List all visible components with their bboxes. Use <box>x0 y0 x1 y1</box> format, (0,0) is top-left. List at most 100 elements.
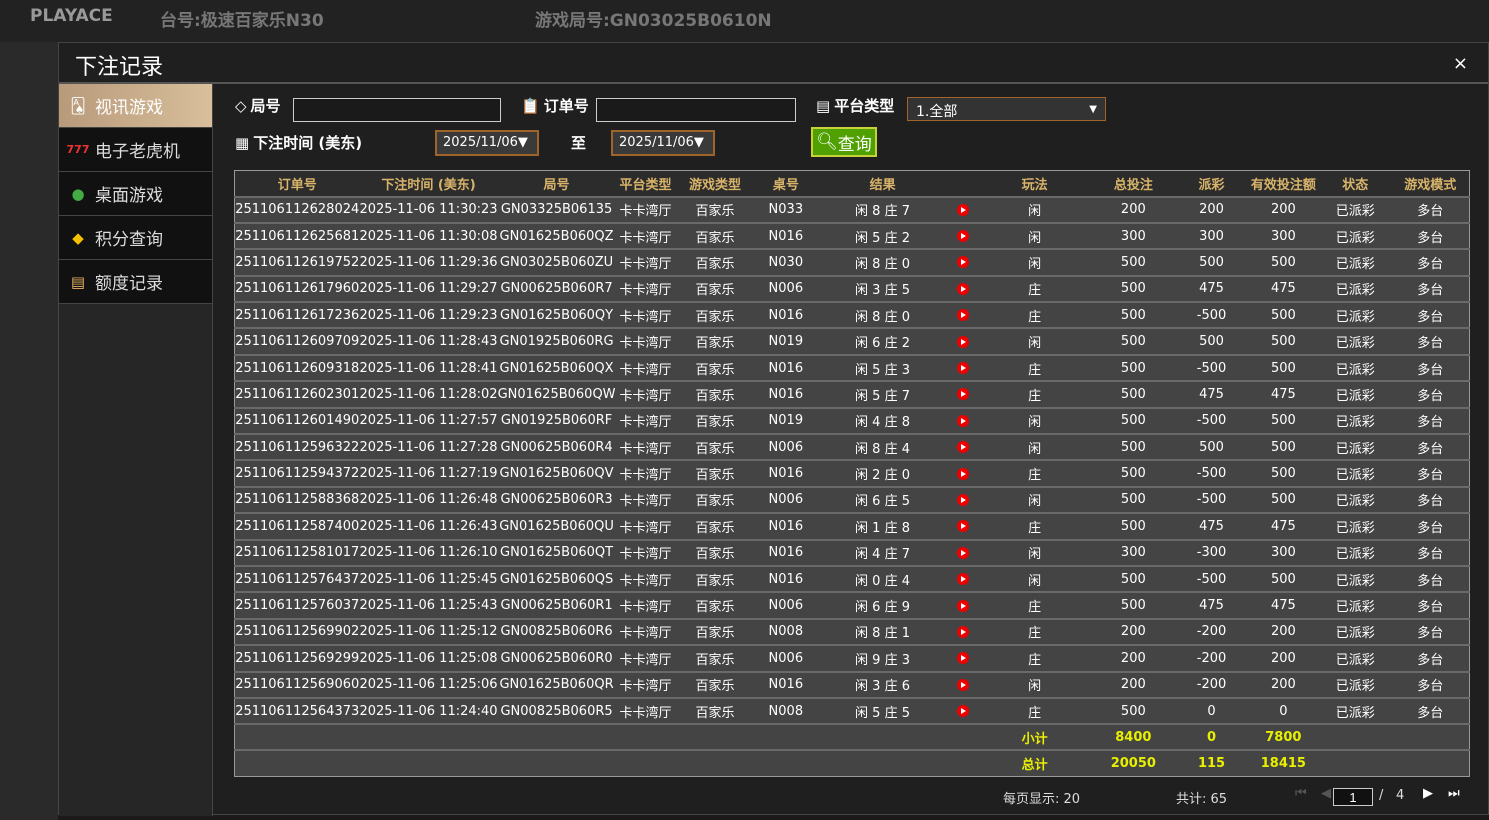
close-icon[interactable]: × <box>1452 53 1468 74</box>
table-row: 251106112587400 2025-11-06 11:26:43 GN0162… <box>234 512 1470 540</box>
play-video-icon[interactable] <box>957 388 970 401</box>
game-type-cell: 百家乐 <box>675 274 755 303</box>
subtotal-valid: 7800 <box>1247 723 1320 751</box>
game-mode-cell: 多台 <box>1391 195 1470 223</box>
play-video-icon[interactable] <box>957 256 970 269</box>
valid-bet-cell: 500 <box>1247 301 1320 329</box>
table-row: 251106112596322 2025-11-06 11:27:28 GN0062… <box>234 433 1470 461</box>
order-input[interactable] <box>596 98 796 122</box>
sidebar-item-points[interactable]: ◆ 积分查询 <box>59 216 212 260</box>
play-video-icon[interactable] <box>957 467 970 480</box>
subtotal-bet: 8400 <box>1091 723 1176 751</box>
game-type-cell: 百家乐 <box>675 353 755 382</box>
query-button[interactable]: 🔍︎ 查询 <box>811 127 877 157</box>
platform-cell: 卡卡湾厅 <box>615 564 676 593</box>
platform-cell: 卡卡湾厅 <box>615 301 676 329</box>
play-video-icon[interactable] <box>957 546 970 559</box>
bet-type-cell: 庄 <box>977 274 1092 303</box>
page-input[interactable] <box>1333 788 1373 806</box>
table-row: 251106112628024 2025-11-06 11:30:23 GN0332… <box>234 195 1470 223</box>
play-video-icon[interactable] <box>957 625 970 638</box>
total-bet-cell: 500 <box>1091 512 1176 540</box>
game-mode-cell: 多台 <box>1391 274 1470 303</box>
sidebar-item-table-games[interactable]: ● 桌面游戏 <box>59 172 212 216</box>
payout-cell: -500 <box>1175 301 1248 329</box>
sidebar: 🂡 视讯游戏 777 电子老虎机 ● 桌面游戏 ◆ 积分查询 ▤ 额度记录 <box>59 84 213 816</box>
play-video-icon[interactable] <box>957 520 970 533</box>
sidebar-item-label: 桌面游戏 <box>95 186 163 206</box>
play-video-icon[interactable] <box>957 282 970 295</box>
spacer <box>234 723 978 751</box>
table-no-cell: N016 <box>754 301 818 329</box>
valid-bet-cell: 200 <box>1247 617 1320 646</box>
time-filter-label: ▦ 下注时间 (美东) <box>235 132 362 153</box>
table-no-cell: N016 <box>754 380 818 408</box>
date-to-picker[interactable]: 2025/11/06▼ <box>611 130 715 156</box>
table-row: 251106112609709 2025-11-06 11:28:43 GN0192… <box>234 327 1470 355</box>
result-cell: 闲 8 庄 1 <box>817 617 949 646</box>
play-video-icon[interactable] <box>957 203 970 216</box>
play-video-icon[interactable] <box>957 441 970 454</box>
payout-cell: 475 <box>1175 512 1248 540</box>
video-cell <box>948 353 978 382</box>
bet-time-cell: 2025-11-06 11:25:43 <box>359 591 498 619</box>
play-video-icon[interactable] <box>957 335 970 348</box>
spacer <box>234 749 978 777</box>
play-video-icon[interactable] <box>957 705 970 718</box>
prev-page-icon[interactable]: ◀ <box>1321 786 1331 801</box>
valid-bet-cell: 200 <box>1247 644 1320 672</box>
sidebar-item-slots[interactable]: 777 电子老虎机 <box>59 128 212 172</box>
video-cell <box>948 195 978 223</box>
total-bet-cell: 500 <box>1091 459 1176 487</box>
column-header: 局号 <box>497 170 616 197</box>
round-no-cell: GN01625B060QV <box>497 459 616 487</box>
last-page-icon[interactable]: ⏭ <box>1448 786 1460 801</box>
table-row: 251106112569060 2025-11-06 11:25:06 GN0162… <box>234 670 1470 698</box>
play-video-icon[interactable] <box>957 493 970 506</box>
game-type-cell: 百家乐 <box>675 327 755 355</box>
round-no-cell: GN00825B060R6 <box>497 617 616 646</box>
payout-cell: 300 <box>1175 221 1248 250</box>
play-video-icon[interactable] <box>957 362 970 375</box>
game-type-cell: 百家乐 <box>675 670 755 698</box>
video-cell <box>948 459 978 487</box>
play-video-icon[interactable] <box>957 678 970 691</box>
round-no-cell: GN00625B060R1 <box>497 591 616 619</box>
play-video-icon[interactable] <box>957 652 970 665</box>
date-from-picker[interactable]: 2025/11/06▼ <box>435 130 539 156</box>
video-cell <box>948 485 978 514</box>
bet-time-cell: 2025-11-06 11:30:23 <box>359 195 498 223</box>
bet-record-modal: 下注记录 × 🂡 视讯游戏 777 电子老虎机 ● 桌面游戏 ◆ 积分查询 ▤ 额度记录 … <box>58 42 1489 816</box>
table-row: 251106112625681 2025-11-06 11:30:08 GN0162… <box>234 221 1470 250</box>
play-video-icon[interactable] <box>957 599 970 612</box>
play-video-icon[interactable] <box>957 230 970 243</box>
page-separator: / <box>1379 788 1384 803</box>
game-type-cell: 百家乐 <box>675 591 755 619</box>
video-cell <box>948 644 978 672</box>
next-page-icon[interactable]: ▶ <box>1423 786 1433 801</box>
order-no-cell: 251106112609709 <box>234 327 360 355</box>
table-row: 251106112569299 2025-11-06 11:25:08 GN0062… <box>234 644 1470 672</box>
status-cell: 已派彩 <box>1319 327 1392 355</box>
platform-select[interactable]: 1.全部 ▼ <box>907 97 1106 121</box>
first-page-icon[interactable]: ⏮ <box>1295 786 1307 801</box>
status-cell: 已派彩 <box>1319 301 1392 329</box>
table-no-cell: N008 <box>754 696 818 725</box>
sidebar-item-credit-records[interactable]: ▤ 额度记录 <box>59 260 212 304</box>
payout-cell: 0 <box>1175 696 1248 725</box>
bet-type-cell: 庄 <box>977 591 1092 619</box>
play-video-icon[interactable] <box>957 573 970 586</box>
sidebar-item-live-games[interactable]: 🂡 视讯游戏 <box>59 84 212 128</box>
total-valid: 18415 <box>1247 749 1320 777</box>
payout-cell: 475 <box>1175 274 1248 303</box>
table-row: 251106112594372 2025-11-06 11:27:19 GN0162… <box>234 459 1470 487</box>
bet-time-cell: 2025-11-06 11:28:43 <box>359 327 498 355</box>
bet-records-table: 订单号 下注时间 (美东) 局号 平台类型 游戏类型 桌号 结果 玩法 总投注 派彩 有效投注额 状态… <box>234 170 1470 777</box>
result-cell: 闲 5 庄 3 <box>817 353 949 382</box>
play-video-icon[interactable] <box>957 414 970 427</box>
bet-time-cell: 2025-11-06 11:28:02 <box>359 380 498 408</box>
video-cell <box>948 248 978 276</box>
play-video-icon[interactable] <box>957 309 970 322</box>
round-input[interactable] <box>293 98 501 122</box>
background-game-header: PLAYACE 台号:极速百家乐N30 游戏局号:GN03025B0610N <box>0 0 1489 42</box>
